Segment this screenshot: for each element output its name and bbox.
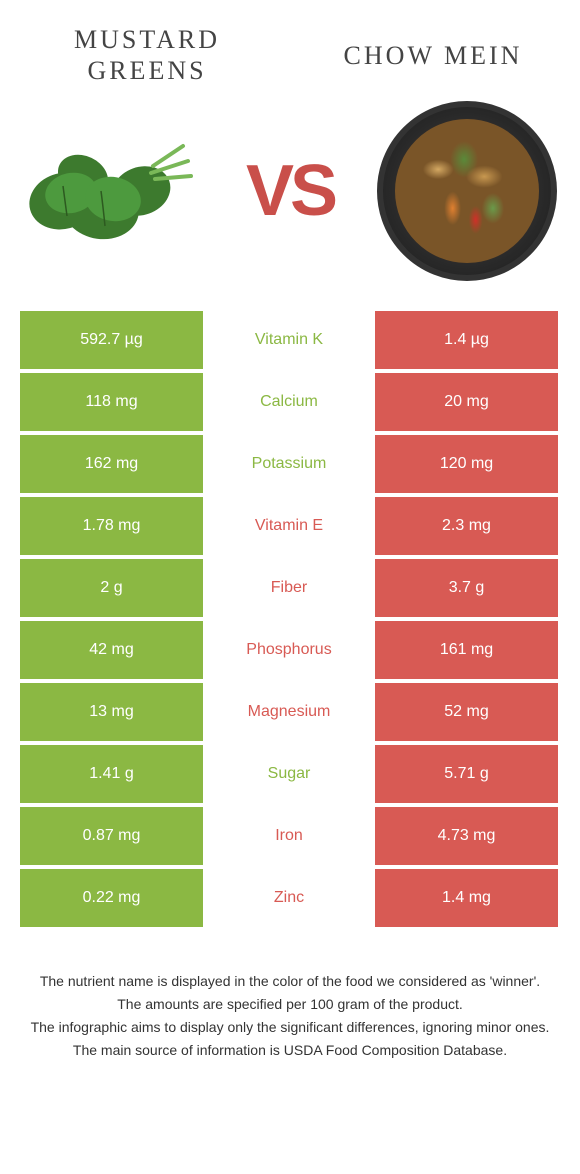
value-left: 118 mg	[20, 373, 203, 431]
mustard-greens-icon	[23, 121, 203, 261]
value-left: 0.87 mg	[20, 807, 203, 865]
value-left: 162 mg	[20, 435, 203, 493]
table-row: 592.7 µgVitamin K1.4 µg	[20, 311, 560, 369]
chow-mein-icon	[377, 101, 557, 281]
food-image-left	[18, 96, 208, 286]
value-left: 1.78 mg	[20, 497, 203, 555]
vs-label: VS	[246, 150, 334, 232]
header: MUSTARD GREENS CHOW MEIN	[0, 0, 580, 96]
nutrient-name: Sugar	[203, 745, 375, 803]
value-right: 2.3 mg	[375, 497, 558, 555]
nutrient-name: Iron	[203, 807, 375, 865]
nutrient-name: Zinc	[203, 869, 375, 927]
value-right: 120 mg	[375, 435, 558, 493]
food-image-right	[372, 96, 562, 286]
value-right: 1.4 mg	[375, 869, 558, 927]
value-right: 3.7 g	[375, 559, 558, 617]
table-row: 162 mgPotassium120 mg	[20, 435, 560, 493]
footer-line: The nutrient name is displayed in the co…	[28, 971, 552, 992]
table-row: 42 mgPhosphorus161 mg	[20, 621, 560, 679]
footer-line: The infographic aims to display only the…	[28, 1017, 552, 1038]
nutrient-name: Magnesium	[203, 683, 375, 741]
value-right: 1.4 µg	[375, 311, 558, 369]
value-right: 161 mg	[375, 621, 558, 679]
nutrient-table: 592.7 µgVitamin K1.4 µg118 mgCalcium20 m…	[20, 311, 560, 927]
images-row: VS	[0, 96, 580, 311]
nutrient-name: Fiber	[203, 559, 375, 617]
table-row: 118 mgCalcium20 mg	[20, 373, 560, 431]
value-right: 52 mg	[375, 683, 558, 741]
value-right: 4.73 mg	[375, 807, 558, 865]
food-title-left: MUSTARD GREENS	[30, 24, 264, 86]
nutrient-name: Vitamin K	[203, 311, 375, 369]
footer-notes: The nutrient name is displayed in the co…	[0, 931, 580, 1093]
value-left: 42 mg	[20, 621, 203, 679]
nutrient-name: Potassium	[203, 435, 375, 493]
nutrient-name: Calcium	[203, 373, 375, 431]
table-row: 0.87 mgIron4.73 mg	[20, 807, 560, 865]
nutrient-name: Phosphorus	[203, 621, 375, 679]
value-left: 1.41 g	[20, 745, 203, 803]
nutrient-name: Vitamin E	[203, 497, 375, 555]
table-row: 0.22 mgZinc1.4 mg	[20, 869, 560, 927]
table-row: 1.78 mgVitamin E2.3 mg	[20, 497, 560, 555]
value-right: 20 mg	[375, 373, 558, 431]
value-left: 2 g	[20, 559, 203, 617]
table-row: 1.41 gSugar5.71 g	[20, 745, 560, 803]
value-left: 13 mg	[20, 683, 203, 741]
value-right: 5.71 g	[375, 745, 558, 803]
value-left: 0.22 mg	[20, 869, 203, 927]
footer-line: The amounts are specified per 100 gram o…	[28, 994, 552, 1015]
table-row: 2 gFiber3.7 g	[20, 559, 560, 617]
table-row: 13 mgMagnesium52 mg	[20, 683, 560, 741]
food-title-right: CHOW MEIN	[316, 40, 550, 71]
footer-line: The main source of information is USDA F…	[28, 1040, 552, 1061]
value-left: 592.7 µg	[20, 311, 203, 369]
